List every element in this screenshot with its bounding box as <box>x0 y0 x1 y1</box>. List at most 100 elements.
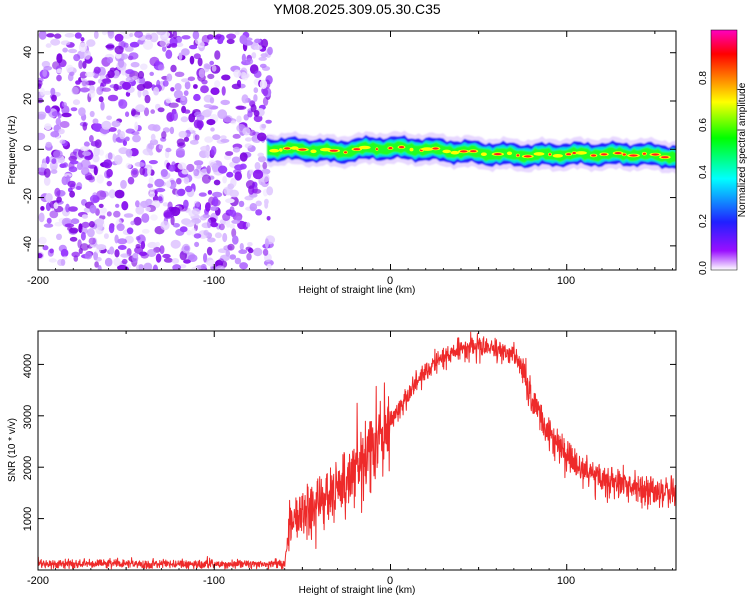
noise-blob <box>163 257 173 263</box>
noise-blob <box>221 74 231 81</box>
noise-blob <box>150 109 155 114</box>
noise-blob <box>103 159 113 169</box>
noise-blob <box>160 220 170 231</box>
noise-blob <box>124 136 130 142</box>
bottom-xtick-label: -200 <box>27 575 49 587</box>
noise-blob <box>107 152 113 160</box>
noise-blob <box>101 87 112 92</box>
top-ytick-label: 40 <box>22 46 34 58</box>
noise-blob <box>92 118 99 125</box>
noise-blob <box>179 226 188 233</box>
noise-blob <box>147 241 158 249</box>
noise-blob <box>189 44 198 50</box>
noise-blob <box>193 168 200 177</box>
noise-blob <box>173 89 183 99</box>
noise-blob <box>198 192 207 197</box>
noise-blob <box>50 38 61 46</box>
noise-blob <box>170 43 178 48</box>
signal-hot-yellow <box>506 151 513 156</box>
noise-blob <box>62 255 68 260</box>
noise-blob <box>210 127 215 132</box>
noise-blob <box>152 124 161 132</box>
noise-blob <box>241 53 246 63</box>
signal-hot-red <box>353 148 361 151</box>
bottom-ytick-label: 4000 <box>22 354 34 378</box>
noise-blob <box>139 166 146 176</box>
noise-blob <box>90 141 100 147</box>
noise-blob <box>204 64 213 70</box>
noise-blob <box>246 253 252 261</box>
noise-blob <box>226 171 234 178</box>
noise-blob <box>212 196 219 207</box>
noise-blob <box>222 232 228 243</box>
signal-hot-red <box>600 153 608 156</box>
noise-blob <box>42 69 48 77</box>
signal-hot-red <box>432 147 439 150</box>
noise-blob <box>261 168 271 175</box>
colorbar-tick-labels: 0.0 0.2 0.4 0.6 0.8 <box>698 71 709 275</box>
noise-blob <box>129 32 134 38</box>
noise-blob <box>206 119 216 126</box>
noise-blob <box>207 218 212 229</box>
noise-blob <box>232 133 241 139</box>
noise-blob <box>107 31 115 39</box>
noise-blob <box>99 211 106 216</box>
noise-blob <box>82 60 87 69</box>
noise-blob <box>236 215 242 222</box>
noise-blob <box>38 132 46 141</box>
snr-y-tick-labels: 1000 2000 3000 4000 <box>22 354 34 531</box>
noise-blob <box>43 168 51 178</box>
noise-blob <box>222 212 231 221</box>
noise-blob <box>201 174 211 184</box>
noise-blob <box>86 39 96 47</box>
noise-blob <box>51 94 57 102</box>
noise-blob <box>194 111 202 118</box>
noise-blob <box>83 141 90 147</box>
noise-blob <box>64 33 75 38</box>
noise-blob <box>83 50 91 60</box>
noise-blob <box>93 166 98 176</box>
noise-blob <box>232 146 241 153</box>
noise-blob <box>97 265 102 270</box>
noise-blob <box>234 257 242 265</box>
noise-blob <box>153 86 160 96</box>
colorbar-tick-label: 0.2 <box>698 214 709 228</box>
noise-blob <box>96 220 103 231</box>
noise-blob <box>38 212 45 223</box>
noise-blob <box>142 40 154 50</box>
noise-blob <box>50 169 58 174</box>
noise-blob <box>203 252 208 263</box>
noise-blob <box>253 94 258 102</box>
noise-blob <box>100 101 105 111</box>
noise-blob <box>150 214 158 221</box>
noise-blob <box>129 41 140 48</box>
noise-blob <box>111 120 121 128</box>
noise-blob <box>82 122 88 131</box>
noise-blob <box>114 234 119 244</box>
signal-hot-red <box>548 153 552 156</box>
noise-blob <box>93 66 101 74</box>
noise-blob <box>40 87 45 96</box>
noise-blob <box>172 31 177 40</box>
noise-blob <box>131 108 136 117</box>
noise-blob <box>264 201 269 209</box>
noise-blob <box>207 237 216 243</box>
bottom-xtick-label: 100 <box>557 575 575 587</box>
noise-blob <box>99 149 104 156</box>
noise-blob <box>196 164 202 170</box>
noise-blob <box>118 147 129 155</box>
noise-blob <box>209 60 215 66</box>
signal-hot-yellow <box>480 152 487 156</box>
noise-blob <box>165 147 172 153</box>
spectrogram-y-tick-labels: 40 20 0 -20 -40 <box>22 46 34 252</box>
noise-blob <box>211 163 219 173</box>
noise-blob <box>252 169 264 180</box>
noise-blob <box>157 64 165 71</box>
noise-blob <box>82 151 91 157</box>
snr-panel: -200 -100 0 100 1000 2000 3000 4000 Heig… <box>7 330 677 596</box>
noise-blob <box>125 111 130 117</box>
noise-blob <box>81 79 89 88</box>
noise-blob <box>135 205 145 215</box>
noise-blob <box>46 217 52 224</box>
noise-blob <box>184 81 191 90</box>
